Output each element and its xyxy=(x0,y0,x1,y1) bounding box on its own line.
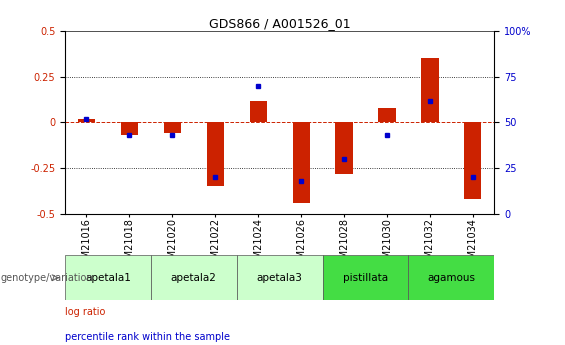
Bar xyxy=(65,255,151,300)
Bar xyxy=(78,119,95,122)
Text: percentile rank within the sample: percentile rank within the sample xyxy=(65,332,230,342)
Bar xyxy=(464,122,481,199)
Text: apetala1: apetala1 xyxy=(85,273,131,283)
Text: pistillata: pistillata xyxy=(343,273,388,283)
Bar xyxy=(323,255,408,300)
Bar xyxy=(408,255,494,300)
Text: apetala2: apetala2 xyxy=(171,273,217,283)
Bar xyxy=(293,122,310,203)
Bar xyxy=(237,255,323,300)
Bar xyxy=(164,122,181,134)
Bar xyxy=(207,122,224,187)
Text: genotype/variation: genotype/variation xyxy=(1,273,93,283)
Bar xyxy=(421,59,438,122)
Bar xyxy=(151,255,237,300)
Bar xyxy=(379,108,395,122)
Text: agamous: agamous xyxy=(428,273,475,283)
Title: GDS866 / A001526_01: GDS866 / A001526_01 xyxy=(209,17,350,30)
Bar xyxy=(336,122,353,174)
Text: apetala3: apetala3 xyxy=(257,273,303,283)
Text: log ratio: log ratio xyxy=(65,307,105,317)
Bar xyxy=(121,122,138,135)
Bar xyxy=(250,100,267,122)
